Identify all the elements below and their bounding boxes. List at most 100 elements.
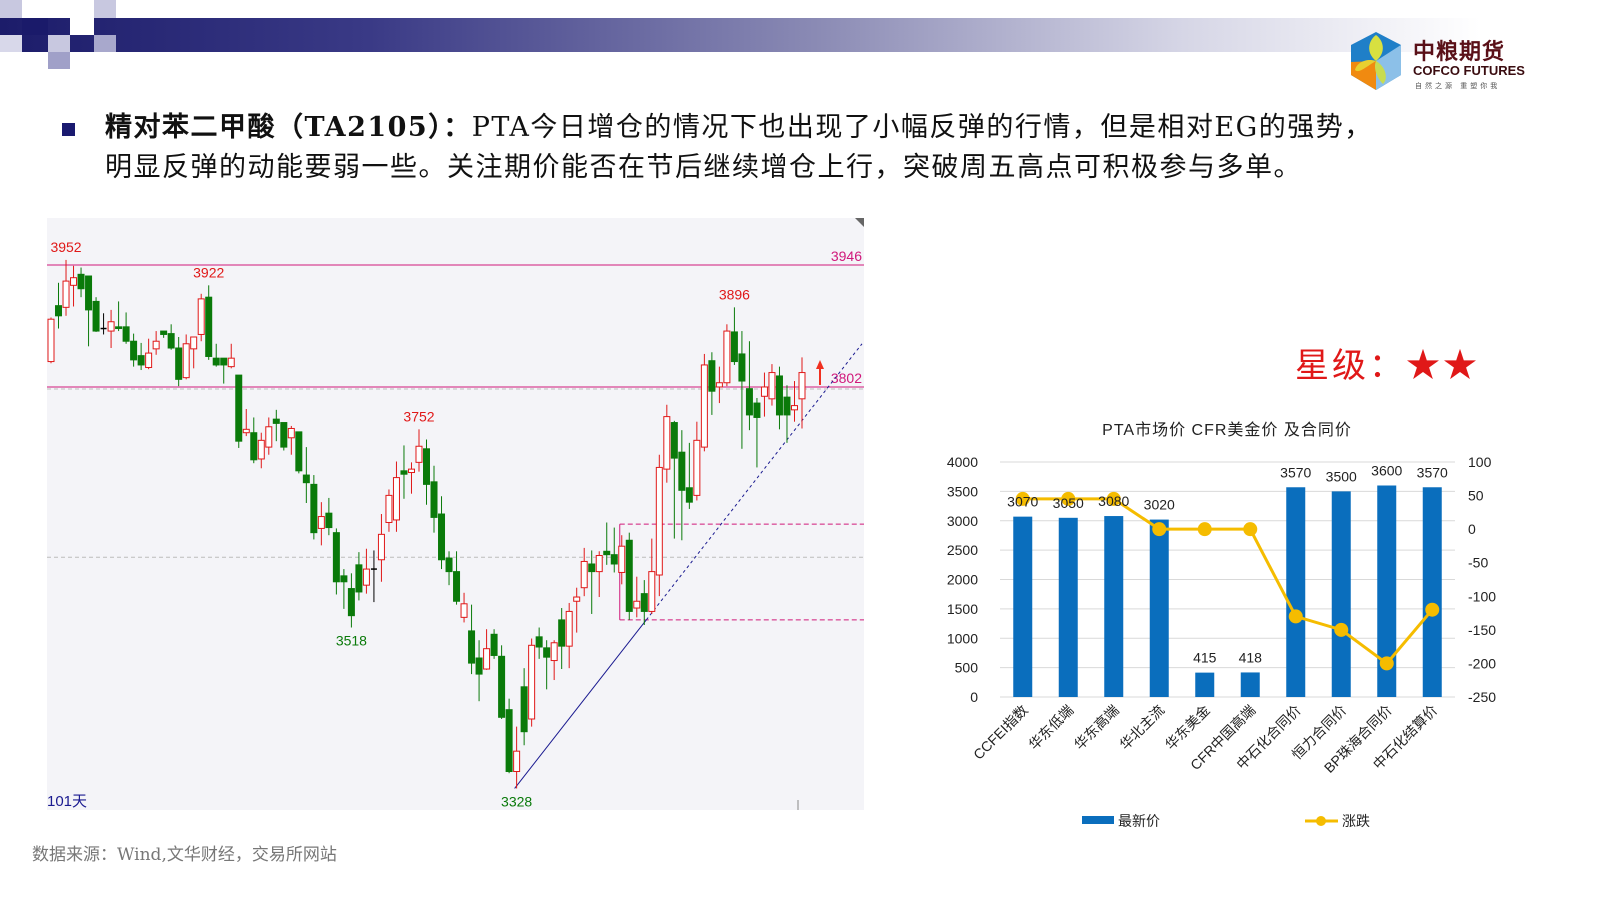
candle-up xyxy=(700,364,708,448)
candle-down xyxy=(340,575,348,583)
headline-text: 精对苯二甲酸（TA2105）：PTA今日增仓的情况下也出现了小幅反弹的行情，但是… xyxy=(105,108,1525,188)
candle-up xyxy=(415,445,423,463)
right-axis-tick: -100 xyxy=(1468,588,1496,604)
candle-up xyxy=(693,439,701,496)
candle-down xyxy=(558,619,566,647)
candle-down xyxy=(603,550,611,556)
candle-up xyxy=(760,386,768,397)
line-series xyxy=(1022,497,1434,666)
logo-tagline: 自然之源 重塑你我 xyxy=(1415,82,1501,90)
legend-bar-swatch xyxy=(1082,816,1114,824)
candle-up xyxy=(723,330,731,384)
line-point xyxy=(1243,522,1258,537)
logo-en-text: COFCO FUTURES xyxy=(1413,63,1525,78)
candle-up xyxy=(265,426,273,448)
category-label: 华东低端 xyxy=(1025,702,1076,753)
left-axis-tick: 500 xyxy=(955,660,979,676)
candle-up xyxy=(790,405,798,411)
bar xyxy=(1149,519,1169,697)
cube-logo-icon xyxy=(1351,32,1401,90)
candle-up xyxy=(190,336,198,350)
candle-down xyxy=(332,532,340,583)
header-gradient-bar xyxy=(0,18,1480,52)
cofco-logo: 中粮期货 COFCO FUTURES 自然之源 重塑你我 xyxy=(1345,30,1545,94)
candle-up xyxy=(580,560,588,589)
candle-up xyxy=(595,555,603,573)
candle-down xyxy=(738,353,746,382)
bar-data-label: 415 xyxy=(1193,650,1217,666)
candle-up xyxy=(460,603,468,618)
legend-line-marker xyxy=(1316,816,1326,826)
period-label: 101天 xyxy=(47,793,87,810)
candle-up xyxy=(633,600,641,609)
headline-line1: PTA今日增仓的情况下也出现了小幅反弹的行情，但是相对EG的强势， xyxy=(471,112,1373,143)
price-annotation: 3752 xyxy=(403,408,434,424)
candle-down xyxy=(137,355,145,366)
candle-down xyxy=(167,333,175,349)
bar-data-label: 3570 xyxy=(1280,464,1311,480)
line-point xyxy=(1288,609,1303,624)
candle-down xyxy=(235,374,243,442)
left-axis-tick: 3000 xyxy=(947,513,978,529)
price-annotation: 3518 xyxy=(336,633,367,649)
candle-down xyxy=(130,340,138,361)
candle-down xyxy=(625,539,633,612)
legend-label: 涨跌 xyxy=(1342,813,1370,829)
candle-up xyxy=(573,596,581,602)
right-axis-tick: 0 xyxy=(1468,521,1476,537)
candle-down xyxy=(325,512,333,529)
bar xyxy=(1058,517,1078,697)
candle-up xyxy=(257,439,265,460)
candle-down xyxy=(85,275,93,311)
bar xyxy=(1422,487,1442,697)
candle-down xyxy=(302,474,310,484)
rating-stars: ★★ xyxy=(1406,346,1480,386)
headline-bold: 精对苯二甲酸（TA2105）： xyxy=(105,112,472,143)
right-axis-tick: 50 xyxy=(1468,488,1484,504)
price-annotation: 3328 xyxy=(501,793,532,809)
candle-up xyxy=(768,372,776,400)
candle-down xyxy=(220,357,228,366)
chart-background xyxy=(47,218,864,810)
bullet-square-icon xyxy=(62,123,75,136)
candle-down xyxy=(115,326,123,330)
candle-up xyxy=(407,468,415,474)
up-arrow-head-icon xyxy=(816,359,824,369)
candle-down xyxy=(498,655,506,718)
line-point xyxy=(1334,622,1349,637)
candle-down xyxy=(445,557,453,573)
category-label: CCFEI指数 xyxy=(970,702,1031,763)
left-axis-tick: 0 xyxy=(970,689,978,705)
candle-up xyxy=(663,416,671,470)
candle-down xyxy=(160,330,168,335)
bar xyxy=(1104,516,1124,697)
candle-down xyxy=(423,448,430,485)
logo-cn-text: 中粮期货 xyxy=(1413,40,1506,65)
candle-down xyxy=(745,388,753,416)
headline-line2: 明显反弹的动能要弱一些。关注期价能否在节后继续增仓上行，突破周五高点可积极参与多… xyxy=(105,152,1302,183)
candle-up xyxy=(47,318,55,363)
candle-up xyxy=(152,340,160,350)
price-annotation: 3952 xyxy=(50,239,81,255)
category-label: 华东高端 xyxy=(1071,702,1122,753)
candle-down xyxy=(520,686,528,733)
candle-down xyxy=(685,487,693,503)
candle-up xyxy=(317,516,325,529)
line-point xyxy=(1379,656,1394,671)
candle-down xyxy=(678,451,686,491)
bar-data-label: 418 xyxy=(1239,649,1263,665)
candle-down xyxy=(775,375,783,416)
candle-up xyxy=(392,477,400,521)
candle-up xyxy=(550,642,558,662)
candle-down xyxy=(310,483,318,534)
candle-down xyxy=(490,633,498,656)
bar xyxy=(1286,487,1306,697)
candle-up xyxy=(798,372,806,400)
candle-down xyxy=(475,657,483,675)
candle-down xyxy=(708,360,716,392)
left-axis-tick: 3500 xyxy=(947,483,978,499)
price-annotation: 3896 xyxy=(719,286,750,302)
candle-up xyxy=(62,280,70,308)
hline-label: 3946 xyxy=(831,248,862,264)
candle-down xyxy=(205,296,213,357)
